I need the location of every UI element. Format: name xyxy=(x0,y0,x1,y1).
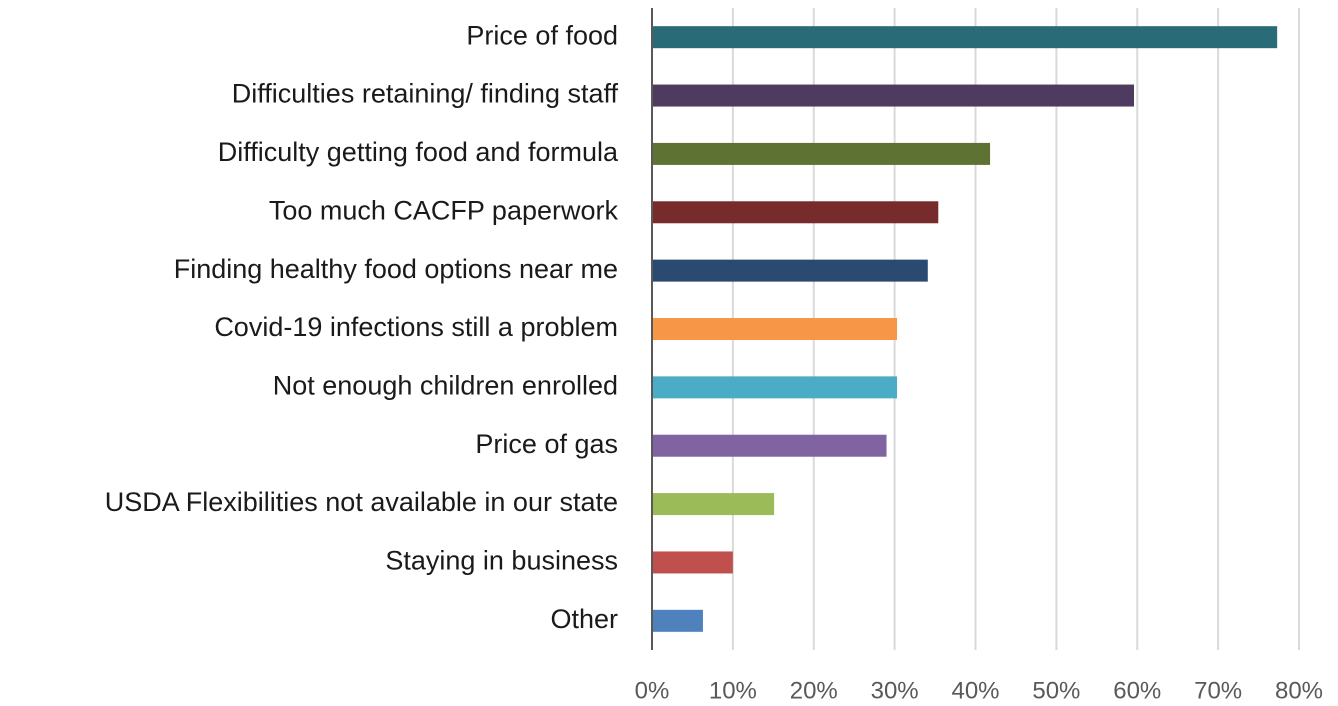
bar xyxy=(652,376,898,399)
y-tick-label: Price of gas xyxy=(475,429,618,459)
bar xyxy=(652,609,703,632)
x-tick-label: 0% xyxy=(635,677,670,704)
x-tick-label: 50% xyxy=(1032,677,1080,704)
bar xyxy=(652,259,928,282)
bar xyxy=(652,318,898,340)
y-tick-label: Other xyxy=(550,604,618,634)
x-tick-label: 70% xyxy=(1194,677,1242,704)
y-tick-label: Finding healthy food options near me xyxy=(174,254,618,284)
y-tick-label: Difficulty getting food and formula xyxy=(218,137,619,167)
y-tick-label: USDA Flexibilities not available in our … xyxy=(105,487,618,517)
x-tick-label: 80% xyxy=(1275,677,1323,704)
x-tick-label: 60% xyxy=(1113,677,1161,704)
bar xyxy=(652,493,775,516)
bar xyxy=(652,201,939,224)
y-tick-label: Too much CACFP paperwork xyxy=(269,195,619,225)
bar xyxy=(652,434,887,457)
x-tick-label: 20% xyxy=(790,677,838,704)
y-tick-label: Price of food xyxy=(466,20,618,50)
x-tick-label: 40% xyxy=(951,677,999,704)
y-tick-label: Difficulties retaining/ finding staff xyxy=(232,79,619,109)
y-tick-label: Covid-19 infections still a problem xyxy=(214,312,618,342)
x-tick-label: 10% xyxy=(709,677,757,704)
bar xyxy=(652,26,1278,49)
bar xyxy=(652,551,733,574)
x-tick-label: 30% xyxy=(871,677,919,704)
bar xyxy=(652,84,1135,107)
y-tick-label: Not enough children enrolled xyxy=(273,370,618,400)
y-tick-label: Staying in business xyxy=(385,546,618,576)
bar xyxy=(652,142,991,165)
